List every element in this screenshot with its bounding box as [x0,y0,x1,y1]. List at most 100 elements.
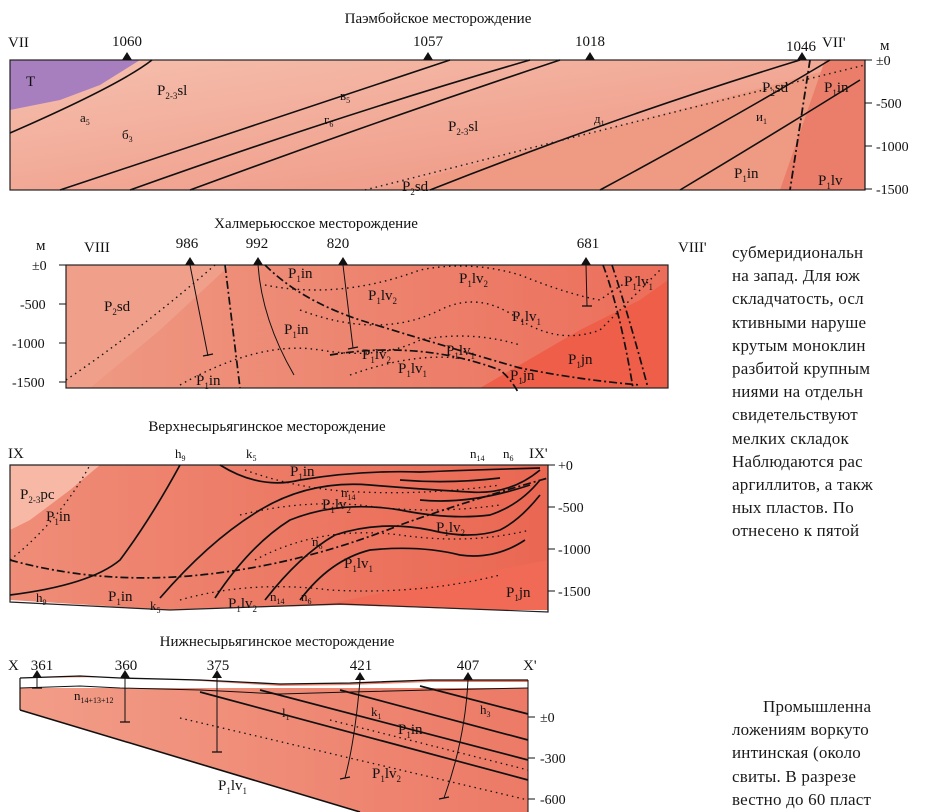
formation-label: P1jn [506,585,531,603]
text-line: свидетельствуют [732,405,858,425]
depth-tick: -1000 [876,140,909,155]
seam-label: h3 [480,702,491,719]
text-line: крутым моноклин [732,335,866,355]
contact-lines [9,464,531,601]
formation-label: P2-3pc [20,487,55,505]
well-label: 820 [327,236,350,252]
depth-tick: -500 [558,501,584,516]
seam-label: г6 [324,112,333,129]
text-line: ниями на отдельн [732,382,864,402]
section-paemboy: Паэмбойское месторождение VII VII' м [8,11,909,198]
well-label: 360 [115,658,138,674]
depth-scale [59,264,66,383]
section-verkhnesyryaga: Верхнесырьягинское месторождение IX IX' [8,419,591,620]
depth-scale [547,464,555,612]
formation-label: P1in [46,509,71,527]
depth-tick: ±0 [876,54,891,69]
section-title: Нижнесырьягинское месторождение [160,634,395,650]
seam-label: в5 [340,88,350,105]
formation-label: P1lv2 [362,347,391,365]
formation-label: P1in [734,166,759,184]
depth-tick: -1000 [558,543,591,558]
formation-label: P1lv1 [398,361,427,379]
text-line: Промышленна [763,697,872,716]
section-left-end: VIII [84,240,110,256]
formation-label: T [26,74,35,90]
depth-unit: м [36,238,46,254]
well-label: 986 [176,236,199,252]
body-text-column: субмеридиональн на запад. Для юж складча… [732,241,926,542]
formation-label: P2-3sl [157,83,187,101]
text-line: свиты. В разрезе [732,766,857,786]
text-line: мелких складок [732,428,849,448]
depth-tick: -500 [20,298,46,313]
text-line: разбитой крупным [732,358,871,378]
section-left-end: X [8,658,19,674]
formation-label: P2sd [104,299,131,317]
seam-lines [9,464,541,601]
well-markers [32,670,473,680]
formation-label: P1in [290,464,315,482]
well-label: 407 [457,658,480,674]
seam-label: и1 [756,109,767,126]
well-label: 421 [350,658,373,674]
formation-label: P2-3sl [448,119,478,137]
formation-label: P1lv2 [372,766,401,784]
depth-tick: -1000 [12,337,45,352]
seam-label: k5 [246,446,257,463]
text-line: вестно до 60 пласт [732,789,872,809]
seam-label: l1 [282,705,290,722]
formation-label: P1lv2 [322,497,351,515]
formation-label: P1in [824,80,849,98]
well-label: 992 [246,236,269,252]
depth-scale [527,680,535,812]
text-line: субмеридиональн [732,243,864,262]
section-nizhnesyryaga: Нижнесырьягинское месторождение X X' [8,634,566,812]
section-khalmeryu: Халмерьюсское месторождение м VIII VIII' [12,216,707,393]
seam-lines [9,59,861,191]
formation-label: P1jn [568,352,593,370]
text-line: ложениям воркуто [732,720,869,740]
well-label: 681 [577,236,600,252]
section-right-end: VIII' [678,240,707,256]
formation-label: P1in [398,722,423,740]
formation-label: P1lv1 [512,309,541,327]
formation-label: P1lv1 [446,343,475,361]
section-left-end: VII [8,35,29,51]
seam-label: n14 [270,589,285,606]
seam-label: б3 [122,127,133,144]
formation-label: P1lv1 [624,274,653,292]
text-line: ных пластов. По [732,498,854,518]
well-label: 1046 [786,39,817,55]
section-title: Верхнесырьягинское месторождение [148,419,386,435]
depth-tick: -1500 [876,183,909,198]
formation-label: P2sd [402,179,429,197]
formation-label: P1in [284,322,309,340]
seam-label: k5 [150,598,161,615]
section-title: Паэмбойское месторождение [345,11,532,27]
seam-label: д1 [594,111,605,128]
depth-unit: м [880,38,890,54]
formation-label: P2sd [762,80,789,98]
well-label: 375 [207,658,230,674]
contact-lines [179,717,529,801]
formation-label: P1lv [818,173,843,191]
body-text-column-2: Промышленна ложениям воркуто интинская (… [732,695,926,811]
depth-scale [864,59,872,190]
text-line: Наблюдаются рас [732,451,863,471]
seam-label: n6 [312,534,323,551]
seam-label: k1 [371,704,382,721]
text-line: на запад. Для юж [732,266,861,286]
formation-label: P1lv2 [368,288,397,306]
formation-label: P1in [196,373,221,391]
seam-label: n14 [470,446,485,463]
depth-tick: -1500 [558,585,591,600]
text-line: интинская (около [732,743,861,763]
formation-label: P1lv2 [228,596,257,614]
formation-label: P1lv1 [218,778,247,796]
seam-label: n14 [341,485,356,502]
text-line: отнесено к пятой [732,521,860,541]
depth-tick: -600 [540,793,566,808]
well-label: 361 [31,658,54,674]
